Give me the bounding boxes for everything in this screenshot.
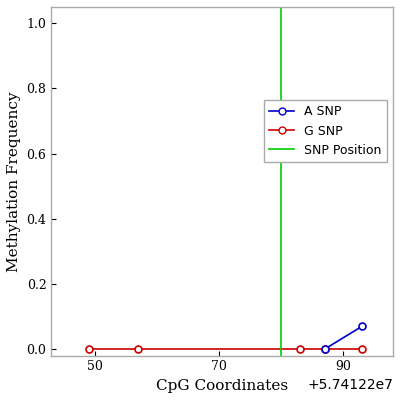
X-axis label: CpG Coordinates: CpG Coordinates — [156, 379, 288, 393]
Y-axis label: Methylation Frequency: Methylation Frequency — [7, 91, 21, 272]
Legend: A SNP, G SNP, SNP Position: A SNP, G SNP, SNP Position — [264, 100, 387, 162]
